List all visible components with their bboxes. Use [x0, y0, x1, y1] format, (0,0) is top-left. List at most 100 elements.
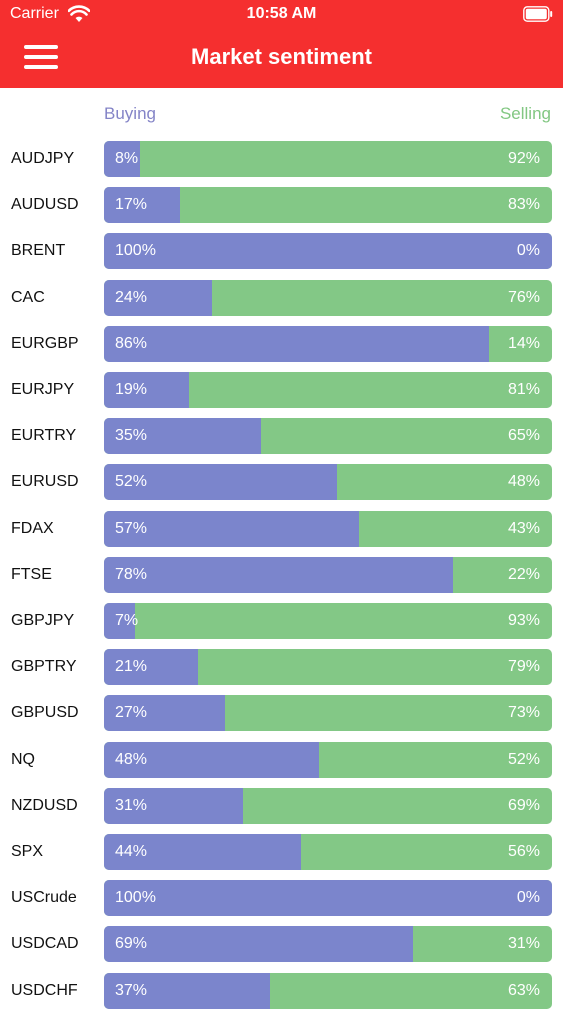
- selling-percent: 73%: [507, 704, 540, 722]
- sentiment-row[interactable]: GBPJPY 7% 93%: [0, 603, 563, 639]
- selling-percent: 65%: [507, 427, 540, 445]
- legend-buying: Buying: [104, 104, 156, 123]
- sentiment-bar: 8% 92%: [104, 141, 552, 177]
- sentiment-row[interactable]: NQ 48% 52%: [0, 741, 563, 778]
- symbol-label: AUDUSD: [11, 196, 79, 214]
- hamburger-menu-icon[interactable]: [24, 42, 58, 72]
- symbol-label: AUDJPY: [11, 150, 75, 167]
- buying-fill: [104, 834, 302, 870]
- selling-percent: 93%: [507, 612, 540, 629]
- sentiment-row[interactable]: USCrude 100% 0%: [0, 880, 563, 917]
- sentiment-row[interactable]: AUDUSD 17% 83%: [0, 187, 563, 224]
- selling-percent: 48%: [507, 473, 540, 491]
- sentiment-bar: 86% 14%: [104, 325, 552, 362]
- symbol-label: EURJPY: [11, 381, 75, 398]
- header-bar: Carrier 10:58 AM Market sentiment: [0, 0, 563, 88]
- selling-percent: 0%: [516, 889, 540, 907]
- selling-percent: 14%: [507, 334, 540, 352]
- buying-fill: [104, 741, 320, 778]
- selling-percent: 81%: [507, 381, 540, 398]
- selling-percent: 92%: [507, 150, 540, 167]
- wifi-icon: [68, 5, 90, 22]
- page-title: Market sentiment: [191, 44, 372, 69]
- buying-fill: [104, 787, 243, 824]
- buying-fill: [104, 603, 136, 639]
- buying-fill: [104, 279, 212, 316]
- navigation-bar: Market sentiment: [0, 30, 563, 88]
- buying-percent: 21%: [115, 658, 148, 676]
- sentiment-row[interactable]: GBPTRY 21% 79%: [0, 649, 563, 686]
- selling-percent: 43%: [507, 519, 540, 537]
- buying-percent: 31%: [115, 796, 148, 814]
- buying-percent: 37%: [115, 981, 148, 999]
- selling-percent: 79%: [507, 658, 540, 676]
- sentiment-row[interactable]: EURUSD 52% 48%: [0, 464, 563, 501]
- symbol-label: EURUSD: [11, 473, 79, 491]
- buying-fill: [104, 510, 360, 547]
- sentiment-row[interactable]: EURTRY 35% 65%: [0, 418, 563, 455]
- sentiment-bar: 7% 93%: [104, 603, 552, 639]
- carrier-label: Carrier: [10, 5, 59, 22]
- selling-percent: 76%: [507, 288, 540, 306]
- symbol-label: NZDUSD: [11, 796, 78, 814]
- buying-fill: [104, 926, 414, 963]
- sentiment-row[interactable]: AUDJPY 8% 92%: [0, 141, 563, 177]
- sentiment-row[interactable]: EURGBP 86% 14%: [0, 325, 563, 362]
- sentiment-row[interactable]: USDCAD 69% 31%: [0, 926, 563, 963]
- sentiment-row[interactable]: SPX 44% 56%: [0, 834, 563, 870]
- symbol-label: GBPTRY: [11, 658, 77, 676]
- sentiment-row[interactable]: FDAX 57% 43%: [0, 510, 563, 547]
- selling-percent: 0%: [516, 242, 540, 260]
- sentiment-row[interactable]: GBPUSD 27% 73%: [0, 695, 563, 732]
- symbol-label: GBPUSD: [11, 704, 79, 722]
- sentiment-row[interactable]: CAC 24% 76%: [0, 279, 563, 316]
- buying-percent: 100%: [115, 242, 156, 260]
- buying-fill: [104, 233, 552, 270]
- battery-icon: [523, 6, 553, 22]
- buying-percent: 78%: [115, 565, 148, 583]
- symbol-label: USDCHF: [11, 981, 78, 999]
- selling-percent: 22%: [507, 565, 540, 583]
- symbol-label: FTSE: [11, 565, 52, 583]
- symbol-label: BRENT: [11, 242, 66, 260]
- sentiment-row[interactable]: NZDUSD 31% 69%: [0, 787, 563, 824]
- selling-percent: 63%: [507, 981, 540, 999]
- buying-percent: 27%: [115, 704, 148, 722]
- buying-fill: [104, 418, 261, 455]
- symbol-label: EURGBP: [11, 334, 79, 352]
- selling-percent: 52%: [507, 750, 540, 768]
- sentiment-row[interactable]: BRENT 100% 0%: [0, 233, 563, 270]
- buying-fill: [104, 464, 337, 501]
- buying-percent: 8%: [115, 150, 139, 167]
- selling-percent: 31%: [507, 935, 540, 953]
- sentiment-bar: 100% 0%: [104, 880, 552, 917]
- sentiment-row[interactable]: EURJPY 19% 81%: [0, 372, 563, 408]
- sentiment-bar: 24% 76%: [104, 279, 552, 316]
- sentiment-bar: 37% 63%: [104, 972, 552, 1009]
- buying-percent: 35%: [115, 427, 148, 445]
- sentiment-row[interactable]: USDCHF 37% 63%: [0, 972, 563, 1009]
- sentiment-bar: 31% 69%: [104, 787, 552, 824]
- symbol-label: USDCAD: [11, 935, 79, 953]
- buying-percent: 57%: [115, 519, 148, 537]
- sentiment-row[interactable]: FTSE 78% 22%: [0, 556, 563, 593]
- buying-percent: 86%: [115, 334, 148, 352]
- buying-fill: [104, 556, 454, 593]
- selling-percent: 83%: [507, 196, 540, 214]
- sentiment-bar: 27% 73%: [104, 695, 552, 732]
- sentiment-bar: 57% 43%: [104, 510, 552, 547]
- buying-fill: [104, 880, 552, 917]
- sentiment-bar: 19% 81%: [104, 372, 552, 408]
- buying-percent: 19%: [115, 381, 148, 398]
- buying-fill: [104, 325, 490, 362]
- sentiment-bar: 35% 65%: [104, 418, 552, 455]
- buying-percent: 24%: [115, 288, 148, 306]
- sentiment-bar: 69% 31%: [104, 926, 552, 963]
- symbol-label: SPX: [11, 843, 44, 860]
- buying-percent: 52%: [115, 473, 148, 491]
- buying-fill: [104, 187, 181, 224]
- buying-percent: 44%: [115, 843, 148, 860]
- selling-percent: 56%: [507, 843, 540, 860]
- buying-percent: 17%: [115, 196, 148, 214]
- symbol-label: FDAX: [11, 519, 54, 537]
